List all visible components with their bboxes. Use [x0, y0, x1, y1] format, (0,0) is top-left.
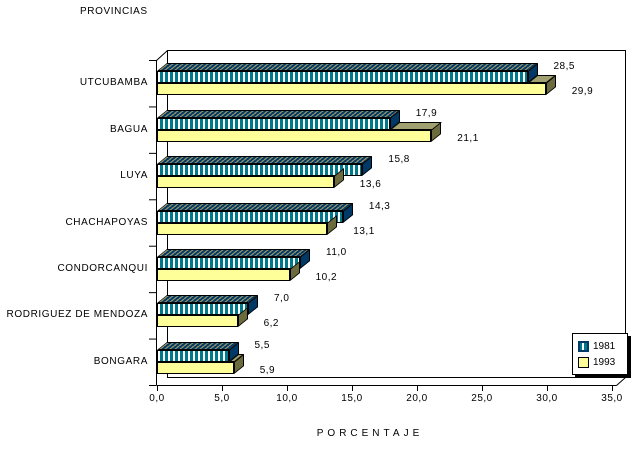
bar-1981-bagua[interactable] [157, 117, 390, 130]
legend[interactable]: 1981 1993 [572, 333, 628, 375]
bar-1993-bongara[interactable] [157, 361, 234, 374]
x-tick-label-6: 30,0 [536, 393, 558, 404]
legend-entry-1981[interactable]: 1981 [578, 338, 625, 354]
value-label-1993-luya: 13,6 [359, 179, 382, 191]
value-label-1993-bagua: 21,1 [457, 132, 479, 144]
x-tick-label-1: 5,0 [214, 393, 230, 404]
legend-entry-1993[interactable]: 1993 [578, 354, 625, 370]
bar-1981-chachapoyas[interactable] [157, 210, 343, 223]
value-label-1981-rodriguez-de-mendoza: 7,0 [274, 293, 290, 305]
category-label-bagua: BAGUA [109, 123, 148, 135]
x-tick-label-0: 0,0 [149, 393, 165, 404]
legend-label-1993: 1993 [593, 356, 616, 368]
value-label-1981-luya: 15,8 [388, 154, 410, 166]
x-axis-title: PORCENTAJE [316, 428, 424, 439]
category-label-utcubamba: UTCUBAMBA [79, 77, 148, 89]
category-label-luya: LUYA [120, 170, 148, 182]
value-label-1993-utcubamba: 29,9 [571, 86, 594, 98]
x-tick-label-7: 35,0 [601, 393, 623, 404]
bar-1993-bagua[interactable] [157, 129, 432, 142]
value-label-1993-bongara: 5,9 [259, 364, 276, 376]
legend-label-1981: 1981 [593, 340, 616, 352]
value-label-1981-condorcanqui: 11,0 [326, 246, 347, 258]
floor-depth-line [616, 377, 626, 386]
bar-1981-bongara[interactable] [157, 349, 229, 362]
y-axis-title: PROVINCIAS [80, 6, 148, 17]
category-label-condorcanqui: CONDORCANQUI [57, 262, 148, 274]
top-depth-line [156, 50, 168, 61]
bar-1993-condorcanqui[interactable] [157, 268, 290, 281]
category-label-chachapoyas: CHACHAPOYAS [65, 216, 148, 228]
bar-1993-chachapoyas[interactable] [157, 222, 328, 235]
x-tick-label-5: 25,0 [471, 393, 493, 404]
bar-1981-luya[interactable] [157, 164, 363, 177]
value-label-1981-bagua: 17,9 [415, 107, 438, 119]
bar-1981-utcubamba[interactable] [157, 71, 528, 84]
value-label-1981-bongara: 5,5 [254, 339, 270, 351]
bar-1993-rodriguez-de-mendoza[interactable] [157, 315, 238, 328]
bar-1993-luya[interactable] [157, 176, 334, 189]
value-label-1993-rodriguez-de-mendoza: 6,2 [263, 318, 279, 330]
bar-1993-utcubamba[interactable] [157, 83, 546, 96]
legend-swatch-1981-icon [578, 340, 589, 352]
category-label-bongara: BONGARA [93, 355, 148, 367]
value-label-1993-condorcanqui: 10,2 [315, 271, 338, 283]
legend-swatch-1993-icon [578, 356, 589, 368]
value-label-1981-utcubamba: 28,5 [553, 61, 575, 73]
value-label-1993-chachapoyas: 13,1 [353, 225, 375, 237]
value-label-1981-chachapoyas: 14,3 [368, 200, 391, 212]
x-tick-label-3: 15,0 [341, 393, 363, 404]
x-tick-label-2: 10,0 [276, 393, 298, 404]
category-label-rodriguez-de-mendoza: RODRIGUEZ DE MENDOZA [6, 309, 148, 321]
x-tick-label-4: 20,0 [406, 393, 428, 404]
